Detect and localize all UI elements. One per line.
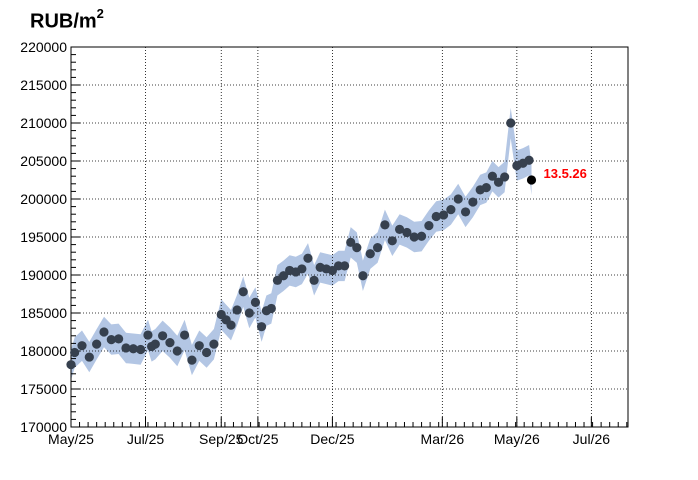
data-point	[487, 171, 498, 181]
data-point	[128, 344, 138, 354]
data-point	[402, 227, 412, 238]
data-point	[524, 155, 534, 165]
data-point	[380, 220, 390, 230]
x-tick-label: May/25	[48, 431, 94, 447]
data-point	[250, 297, 261, 307]
data-point	[158, 331, 168, 341]
y-tick-label: 210000	[20, 115, 67, 131]
data-point	[150, 339, 160, 349]
y-axis-unit-exponent: 2	[96, 6, 104, 21]
data-point	[99, 327, 109, 337]
x-tick-label: Oct/25	[237, 431, 278, 447]
data-point	[244, 308, 254, 318]
data-point	[460, 207, 471, 217]
y-axis-unit-title: RUB/m2	[30, 6, 104, 34]
data-point	[416, 231, 427, 241]
data-point	[238, 287, 248, 297]
y-tick-label: 180000	[20, 343, 67, 359]
data-point	[358, 271, 368, 281]
data-point	[136, 344, 146, 355]
data-point	[266, 303, 276, 314]
data-point	[394, 224, 405, 234]
data-point	[187, 355, 197, 365]
data-point	[340, 261, 350, 271]
y-tick-label: 220000	[20, 39, 67, 55]
data-point	[209, 339, 219, 349]
data-point	[201, 347, 212, 358]
x-tick-label: Sep/25	[199, 431, 244, 447]
data-point	[506, 118, 516, 128]
data-point	[165, 338, 175, 348]
data-point	[66, 360, 76, 370]
data-point	[256, 322, 267, 332]
data-point	[493, 177, 504, 187]
data-point	[438, 210, 449, 220]
y-tick-label: 205000	[20, 153, 67, 169]
data-point	[303, 253, 313, 263]
x-tick-label: Mar/26	[421, 431, 465, 447]
data-point	[387, 236, 397, 246]
data-point	[172, 346, 182, 356]
y-tick-label: 195000	[20, 229, 67, 245]
data-point	[481, 183, 491, 193]
latest-data-point	[526, 175, 537, 185]
x-tick-label: Jul/26	[573, 431, 611, 447]
data-point	[92, 339, 102, 349]
data-point	[468, 197, 478, 207]
data-point	[446, 205, 456, 215]
latest-date-annotation: 13.5.26	[544, 166, 587, 181]
data-point	[84, 352, 94, 362]
data-point	[226, 320, 236, 330]
data-point	[500, 172, 510, 182]
data-point	[346, 237, 356, 247]
y-tick-label: 185000	[20, 305, 67, 321]
data-point	[365, 249, 375, 259]
data-point	[278, 271, 289, 281]
data-point	[352, 243, 362, 253]
y-tick-label: 215000	[20, 77, 67, 93]
data-point	[179, 330, 190, 340]
data-point	[409, 232, 419, 242]
data-point	[121, 343, 131, 353]
data-point	[453, 194, 463, 204]
y-tick-label: 190000	[20, 267, 67, 283]
data-point	[372, 243, 383, 253]
data-point	[297, 264, 307, 274]
y-axis-unit-base: RUB/m	[30, 10, 97, 33]
x-tick-label: May/26	[494, 431, 540, 447]
y-tick-label: 175000	[20, 381, 67, 397]
y-tick-label: 170000	[20, 419, 67, 435]
y-tick-label: 200000	[20, 191, 67, 207]
x-tick-label: Jul/25	[127, 431, 165, 447]
data-point	[424, 221, 434, 231]
x-tick-label: Dec/25	[310, 431, 355, 447]
data-point	[143, 330, 153, 340]
data-point	[431, 211, 441, 222]
data-point	[70, 347, 80, 358]
data-point	[194, 341, 204, 351]
uncertainty-band	[71, 107, 532, 380]
data-point	[309, 275, 319, 285]
data-point	[106, 335, 116, 345]
data-point	[114, 334, 124, 344]
data-point	[232, 305, 242, 315]
data-point	[77, 341, 87, 351]
